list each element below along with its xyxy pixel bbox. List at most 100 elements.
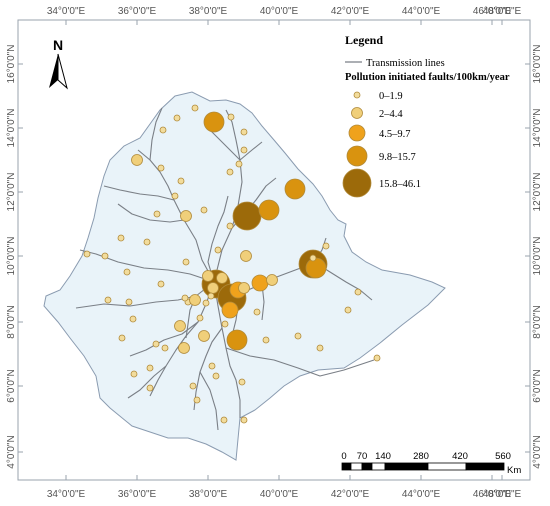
lat-tick-left: 8°0'0"N — [6, 305, 17, 338]
legend-subtitle: Pollution initiated faults/100km/year — [345, 72, 510, 83]
fault-point — [129, 315, 137, 323]
fault-points — [83, 104, 381, 424]
fault-point — [189, 294, 201, 306]
fault-point — [200, 206, 208, 214]
fault-point — [240, 146, 248, 154]
lon-tick-bottom: 48°0'0"E — [483, 489, 522, 500]
fault-point — [191, 104, 199, 112]
scale-unit: Km — [507, 465, 521, 476]
fault-point — [202, 270, 214, 282]
fault-point — [373, 354, 381, 362]
fault-point — [146, 364, 154, 372]
lon-tick-bottom: 38°0'0"E — [189, 489, 228, 500]
lat-tick-left: 10°0'0"N — [6, 237, 17, 276]
lat-tick-left: 16°0'0"N — [6, 45, 17, 84]
fault-point — [214, 246, 222, 254]
scale-tick-label: 420 — [452, 451, 468, 462]
fault-point — [101, 252, 109, 260]
fault-point — [143, 238, 151, 246]
fault-point — [207, 292, 215, 300]
fault-point — [294, 332, 302, 340]
scale-segment — [371, 462, 386, 471]
lat-tick-left: 6°0'0"N — [6, 369, 17, 402]
fault-point — [125, 298, 133, 306]
fault-point — [354, 288, 362, 296]
lon-tick-top: 40°0'0"E — [260, 6, 299, 17]
lon-tick-bottom: 36°0'0"E — [118, 489, 157, 500]
fault-point — [152, 340, 160, 348]
fault-point — [171, 192, 179, 200]
fault-point — [118, 334, 126, 342]
legend-class-label: 15.8–46.1 — [379, 179, 421, 190]
fault-point — [253, 308, 261, 316]
fault-point — [203, 111, 225, 133]
scale-segment — [361, 462, 373, 471]
fault-point — [221, 320, 229, 328]
fault-point — [262, 336, 270, 344]
lat-tick-left: 4°0'0"N — [6, 435, 17, 468]
north-arrow: N — [49, 37, 68, 90]
scale-tick-label: 560 — [495, 451, 511, 462]
fault-point — [232, 201, 262, 231]
fault-point — [226, 329, 248, 351]
legend-class-symbol — [353, 91, 361, 99]
lat-tick-left: 12°0'0"N — [6, 173, 17, 212]
legend-class-label: 9.8–15.7 — [379, 152, 416, 163]
fault-point — [212, 372, 220, 380]
legend-class-symbol — [351, 107, 363, 119]
fault-point — [240, 128, 248, 136]
lon-tick-bottom: 34°0'0"E — [47, 489, 86, 500]
fault-point — [251, 274, 269, 292]
legend-classes: 0–1.9 2–4.4 4.5–9.7 9.8–15.7 15.8–46.1 — [342, 91, 421, 198]
fault-point — [180, 210, 192, 222]
fault-point — [174, 320, 186, 332]
lon-tick-top: 42°0'0"E — [331, 6, 370, 17]
lon-tick-top: 46°0'0"E — [473, 6, 512, 17]
fault-point — [182, 258, 190, 266]
fault-point — [202, 299, 210, 307]
fault-point — [344, 306, 352, 314]
fault-point — [161, 344, 169, 352]
fault-point — [104, 296, 112, 304]
fault-point — [235, 160, 243, 168]
fault-point — [178, 342, 190, 354]
legend-class-symbol — [346, 145, 368, 167]
legend: Legend Transmission lines Pollution init… — [342, 33, 510, 198]
lon-tick-bottom: 44°0'0"E — [402, 489, 441, 500]
fault-point — [227, 113, 235, 121]
fault-point — [146, 384, 154, 392]
fault-point — [123, 268, 131, 276]
lon-tick-top: 36°0'0"E — [118, 6, 157, 17]
lon-tick-top: 34°0'0"E — [47, 6, 86, 17]
fault-point — [238, 282, 250, 294]
lat-tick-right: 6°0'0"N — [532, 369, 543, 402]
country-outline — [43, 91, 446, 461]
fault-point — [266, 274, 278, 286]
fault-point — [226, 168, 234, 176]
fault-point — [221, 301, 239, 319]
legend-title: Legend — [345, 33, 383, 47]
lat-tick-right: 12°0'0"N — [532, 173, 543, 212]
lat-tick-right: 8°0'0"N — [532, 305, 543, 338]
fault-point — [258, 199, 280, 221]
fault-point — [316, 344, 324, 352]
fault-point — [117, 234, 125, 242]
scale-bar: 0 70 140 280 420 560 Km — [341, 451, 521, 476]
fault-point — [131, 154, 143, 166]
scale-tick-label: 70 — [357, 451, 368, 462]
north-label: N — [53, 37, 63, 53]
scale-segment — [427, 462, 467, 471]
fault-point — [284, 178, 306, 200]
legend-class-symbol — [342, 168, 372, 198]
fault-point — [208, 362, 216, 370]
scale-tick-label: 140 — [375, 451, 391, 462]
fault-point — [157, 280, 165, 288]
fault-point — [220, 416, 228, 424]
fault-point — [216, 272, 228, 284]
lat-tick-left: 14°0'0"N — [6, 109, 17, 148]
lat-tick-right: 14°0'0"N — [532, 109, 543, 148]
lon-tick-top: 44°0'0"E — [402, 6, 441, 17]
fault-point — [173, 114, 181, 122]
lat-tick-right: 10°0'0"N — [532, 237, 543, 276]
